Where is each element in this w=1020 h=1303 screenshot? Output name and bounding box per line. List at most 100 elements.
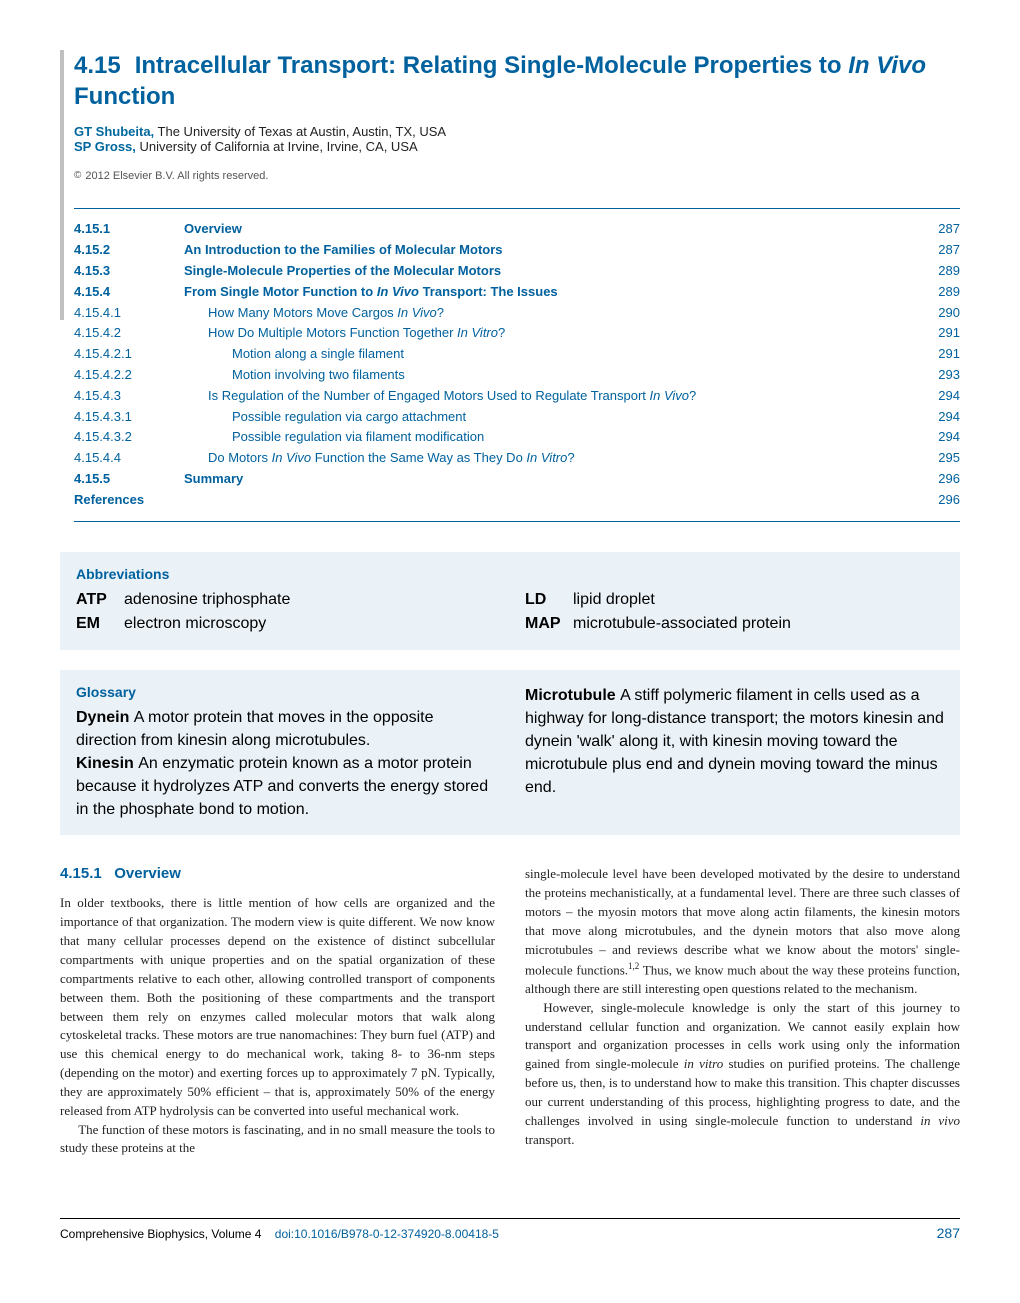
toc-title: Motion involving two filaments: [184, 365, 910, 386]
toc-title: Summary: [184, 469, 910, 490]
toc-number: 4.15.2: [74, 240, 184, 261]
toc-title: How Many Motors Move Cargos In Vivo?: [184, 303, 910, 324]
glossary-term: Kinesin: [76, 755, 138, 772]
toc-page: 296: [910, 490, 960, 511]
toc-title: How Do Multiple Motors Function Together…: [184, 323, 910, 344]
toc-row: 4.15.4.4Do Motors In Vivo Function the S…: [74, 448, 960, 469]
toc-page: 295: [910, 448, 960, 469]
glossary-box: Glossary Dynein A motor protein that mov…: [60, 670, 960, 836]
paragraph: The function of these motors is fascinat…: [60, 1121, 495, 1159]
page-footer: Comprehensive Biophysics, Volume 4 doi:1…: [60, 1218, 960, 1241]
toc-page: 294: [910, 407, 960, 428]
toc-title: Possible regulation via cargo attachment: [184, 407, 910, 428]
toc-number: 4.15.4.2: [74, 323, 184, 344]
abbr-row: ATPadenosine triphosphate: [76, 588, 495, 612]
toc-page: 296: [910, 469, 960, 490]
abbreviations-heading: Abbreviations: [76, 566, 495, 582]
toc-number: 4.15.5: [74, 469, 184, 490]
abbr-value: lipid droplet: [573, 588, 655, 612]
toc-title: Is Regulation of the Number of Engaged M…: [184, 386, 910, 407]
paragraph: single-molecule level have been develope…: [525, 865, 960, 998]
toc-page: 291: [910, 344, 960, 365]
copyright-icon: ©: [74, 170, 81, 181]
glossary-entry: Kinesin An enzymatic protein known as a …: [76, 752, 495, 822]
toc-row: References 296: [74, 490, 960, 511]
chapter-number: 4.15: [74, 52, 121, 79]
toc-number: 4.15.1: [74, 219, 184, 240]
accent-bar: [60, 50, 64, 320]
abbr-value: adenosine triphosphate: [124, 588, 290, 612]
copyright: ©2012 Elsevier B.V. All rights reserved.: [74, 170, 960, 182]
toc-row: 4.15.4.3Is Regulation of the Number of E…: [74, 386, 960, 407]
section-heading: 4.15.1 Overview: [60, 865, 495, 882]
author-line: GT Shubeita, The University of Texas at …: [74, 124, 960, 139]
abbr-row: LDlipid droplet: [525, 588, 944, 612]
footer-page-number: 287: [937, 1225, 960, 1241]
gloss-col-right: Microtubule A stiff polymeric filament i…: [525, 684, 944, 822]
toc-number: 4.15.4.1: [74, 303, 184, 324]
toc-number: 4.15.4.2.2: [74, 365, 184, 386]
toc-number: 4.15.4.2.1: [74, 344, 184, 365]
abbreviations-box: Abbreviations ATPadenosine triphosphateE…: [60, 552, 960, 650]
abbr-key: ATP: [76, 588, 124, 612]
toc-page: 291: [910, 323, 960, 344]
toc-row: 4.15.4.2.2Motion involving two filaments…: [74, 365, 960, 386]
footer-doi: doi:10.1016/B978-0-12-374920-8.00418-5: [275, 1227, 499, 1241]
toc-row: 4.15.5Summary296: [74, 469, 960, 490]
toc-row: 4.15.4.3.1Possible regulation via cargo …: [74, 407, 960, 428]
toc-page: 289: [910, 282, 960, 303]
toc-title: Motion along a single filament: [184, 344, 910, 365]
toc-row: 4.15.3Single-Molecule Properties of the …: [74, 261, 960, 282]
abbr-value: electron microscopy: [124, 612, 266, 636]
toc-page: 287: [910, 219, 960, 240]
toc-page: 290: [910, 303, 960, 324]
toc-page: 294: [910, 386, 960, 407]
glossary-entry: Dynein A motor protein that moves in the…: [76, 706, 495, 752]
toc-title: Possible regulation via filament modific…: [184, 427, 910, 448]
glossary-term: Dynein: [76, 709, 134, 726]
toc-title: [184, 490, 910, 511]
glossary-heading: Glossary: [76, 684, 495, 700]
toc-title: From Single Motor Function to In Vivo Tr…: [184, 282, 910, 303]
toc-row: 4.15.2An Introduction to the Families of…: [74, 240, 960, 261]
paragraph: In older textbooks, there is little ment…: [60, 894, 495, 1120]
author-line: SP Gross, University of California at Ir…: [74, 139, 960, 154]
abbr-key: MAP: [525, 612, 573, 636]
abbr-col-left: Abbreviations ATPadenosine triphosphateE…: [76, 566, 495, 636]
gloss-col-left: Glossary Dynein A motor protein that mov…: [76, 684, 495, 822]
toc-row: 4.15.4.1How Many Motors Move Cargos In V…: [74, 303, 960, 324]
abbr-row: EMelectron microscopy: [76, 612, 495, 636]
chapter-title: 4.15Intracellular Transport: Relating Si…: [74, 50, 960, 112]
left-column: 4.15.1 Overview In older textbooks, ther…: [60, 865, 495, 1158]
toc-row: 4.15.4.2How Do Multiple Motors Function …: [74, 323, 960, 344]
toc-page: 293: [910, 365, 960, 386]
body-text-right: single-molecule level have been develope…: [525, 865, 960, 1149]
abbr-key: LD: [525, 588, 573, 612]
body-text-left: In older textbooks, there is little ment…: [60, 894, 495, 1158]
right-column: single-molecule level have been develope…: [525, 865, 960, 1158]
toc-number: 4.15.4.3: [74, 386, 184, 407]
table-of-contents: 4.15.1Overview2874.15.2An Introduction t…: [74, 208, 960, 521]
toc-title: Single-Molecule Properties of the Molecu…: [184, 261, 910, 282]
body-columns: 4.15.1 Overview In older textbooks, ther…: [60, 865, 960, 1158]
authors: GT Shubeita, The University of Texas at …: [74, 124, 960, 154]
toc-row: 4.15.1Overview287: [74, 219, 960, 240]
toc-number: 4.15.4.3.1: [74, 407, 184, 428]
abbr-key: EM: [76, 612, 124, 636]
toc-number: References: [74, 490, 184, 511]
abbr-row: MAPmicrotubule-associated protein: [525, 612, 944, 636]
paragraph: However, single-molecule knowledge is on…: [525, 999, 960, 1150]
toc-number: 4.15.4: [74, 282, 184, 303]
glossary-term: Microtubule: [525, 687, 620, 704]
toc-page: 294: [910, 427, 960, 448]
abbr-col-right: LDlipid dropletMAPmicrotubule-associated…: [525, 566, 944, 636]
title-block: 4.15Intracellular Transport: Relating Si…: [74, 50, 960, 182]
footer-left: Comprehensive Biophysics, Volume 4 doi:1…: [60, 1227, 499, 1241]
toc-row: 4.15.4From Single Motor Function to In V…: [74, 282, 960, 303]
toc-row: 4.15.4.3.2Possible regulation via filame…: [74, 427, 960, 448]
toc-page: 289: [910, 261, 960, 282]
toc-title: An Introduction to the Families of Molec…: [184, 240, 910, 261]
toc-title: Overview: [184, 219, 910, 240]
toc-number: 4.15.3: [74, 261, 184, 282]
toc-number: 4.15.4.4: [74, 448, 184, 469]
